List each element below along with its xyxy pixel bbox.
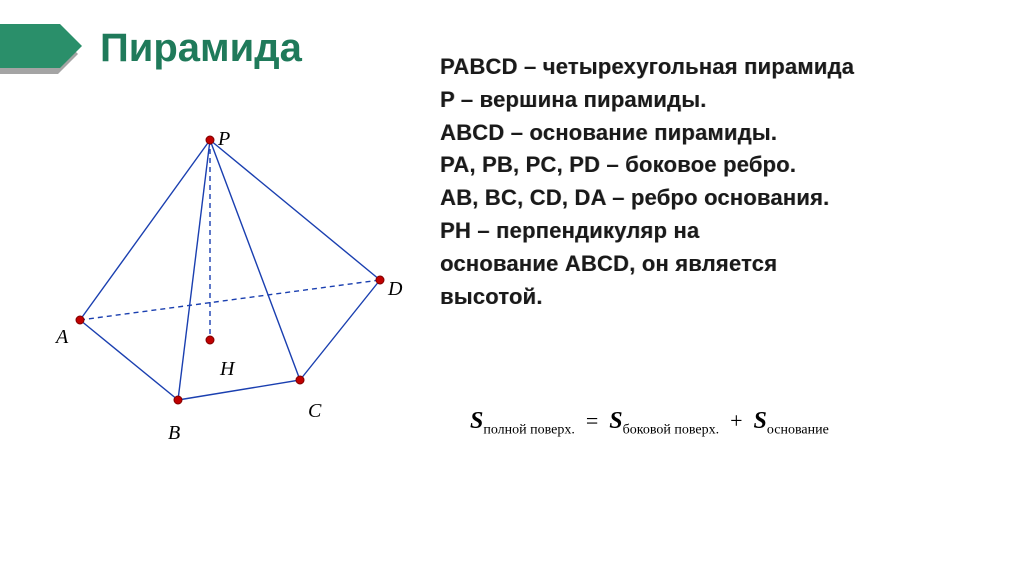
vertex-D bbox=[376, 276, 384, 284]
vertex-label-H: H bbox=[220, 358, 234, 381]
pyramid-svg bbox=[40, 110, 420, 430]
pyramid-figure bbox=[40, 110, 420, 430]
vertex-A bbox=[76, 316, 84, 324]
description-block: PABCD – четырехугольная пирамидаP – верш… bbox=[440, 52, 1000, 314]
desc-line-0: PABCD – четырехугольная пирамида bbox=[440, 52, 1000, 83]
vertex-label-C: C bbox=[308, 400, 321, 423]
edge-AB bbox=[80, 320, 178, 400]
desc-line-1: P – вершина пирамиды. bbox=[440, 85, 1000, 116]
desc-line-4: AB, BC, CD, DA – ребро основания. bbox=[440, 183, 1000, 214]
vertex-label-D: D bbox=[388, 278, 402, 301]
vertex-label-A: A bbox=[56, 326, 68, 349]
desc-line-7: высотой. bbox=[440, 282, 1000, 313]
slide-title: Пирамида bbox=[100, 26, 302, 71]
edge-BC bbox=[178, 380, 300, 400]
vertex-C bbox=[296, 376, 304, 384]
formula-lhs-sub: полной поверх. bbox=[483, 422, 575, 437]
vertex-label-B: B bbox=[168, 422, 180, 445]
edge-CD bbox=[300, 280, 380, 380]
desc-line-3: PA, PB, PC, PD – боковое ребро. bbox=[440, 150, 1000, 181]
desc-line-5: PH – перпендикуляр на bbox=[440, 216, 1000, 247]
edge-PB bbox=[178, 140, 210, 400]
formula-rhs1-sub: боковой поверх. bbox=[623, 422, 719, 437]
desc-line-6: основание ABCD, он является bbox=[440, 249, 1000, 280]
vertex-P bbox=[206, 136, 214, 144]
desc-line-2: ABCD – основание пирамиды. bbox=[440, 118, 1000, 149]
edge-PD bbox=[210, 140, 380, 280]
surface-area-formula: Sполной поверх. = Sбоковой поверх. + Sос… bbox=[470, 408, 829, 438]
slide: Пирамида PABCD – четырехугольная пирамид… bbox=[0, 0, 1024, 576]
edge-AD bbox=[80, 280, 380, 320]
edge-PC bbox=[210, 140, 300, 380]
vertex-label-P: P bbox=[218, 128, 230, 151]
corner-decoration bbox=[0, 24, 90, 74]
formula-rhs2-sub: основание bbox=[767, 422, 829, 437]
vertex-B bbox=[174, 396, 182, 404]
vertex-H bbox=[206, 336, 214, 344]
